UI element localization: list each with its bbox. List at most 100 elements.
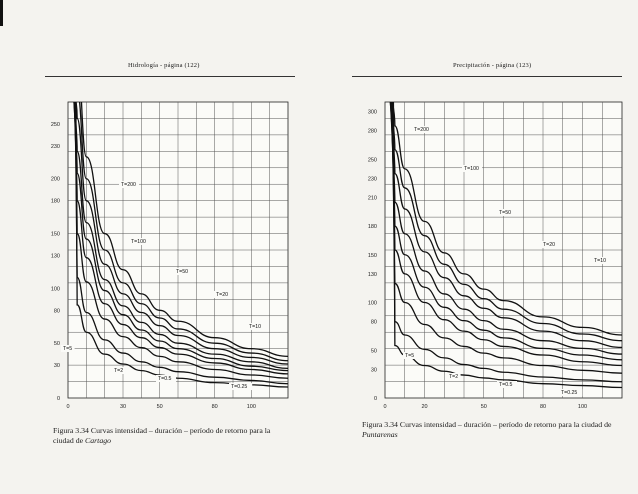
series-label: T=10 <box>249 324 261 330</box>
series-label-bg <box>214 291 231 298</box>
series-label: T=0.5 <box>499 382 513 388</box>
series-label-bg <box>412 126 432 133</box>
series-line-t-200 <box>391 102 622 336</box>
x-tick-label: 50 <box>157 404 163 410</box>
left-header-rule <box>45 76 295 77</box>
y-tick-label: 100 <box>368 301 377 307</box>
series-label-bg <box>497 381 517 388</box>
series-label-bg <box>447 373 461 380</box>
series-label-bg <box>403 352 417 359</box>
y-tick-label: 180 <box>51 199 60 205</box>
series-line-t-10 <box>390 102 622 361</box>
y-tick-label: 300 <box>368 110 377 116</box>
series-label-bg <box>497 209 514 216</box>
x-tick-label: 20 <box>421 404 427 410</box>
y-tick-label: 50 <box>54 341 60 347</box>
series-label-bg <box>247 323 264 330</box>
x-tick-label: 50 <box>481 404 487 410</box>
series-label-bg <box>559 389 583 396</box>
series-label-bg <box>156 375 176 382</box>
series-label-bg <box>112 367 126 374</box>
series-label-bg <box>592 257 609 264</box>
series-label: T=200 <box>414 127 429 133</box>
x-tick-label: 0 <box>66 404 69 410</box>
series-label: T=100 <box>131 239 146 245</box>
x-tick-label: 80 <box>212 404 218 410</box>
y-tick-label: 250 <box>51 122 60 128</box>
right-caption-text: Figura 3.34 Curvas intensidad – duración… <box>362 420 612 429</box>
series-line-t-5 <box>73 102 288 375</box>
series-label: T=0.25 <box>561 390 577 396</box>
x-tick-label: 30 <box>120 404 126 410</box>
y-tick-label: 130 <box>368 272 377 278</box>
right-page-header: Precipitación - página (123) <box>453 62 532 69</box>
series-line-t-5 <box>390 102 622 367</box>
series-label: T=0.5 <box>158 376 172 382</box>
x-tick-label: 100 <box>247 404 256 410</box>
y-tick-label: 180 <box>368 224 377 230</box>
y-tick-label: 30 <box>371 367 377 373</box>
y-tick-label: 50 <box>371 348 377 354</box>
left-figure-caption: Figura 3.34 Curvas intensidad – duración… <box>53 426 293 445</box>
series-label: T=20 <box>543 242 555 248</box>
series-line-t-100 <box>78 102 288 362</box>
y-tick-label: 200 <box>51 177 60 183</box>
y-tick-label: 100 <box>51 286 60 292</box>
series-label-bg <box>174 268 191 275</box>
series-label: T=2 <box>449 374 458 380</box>
puntarenas-idf-chart: 0 30 50 80 100 130 150 180 210 230 250 280 300 0 20 50 8… <box>368 101 623 410</box>
series-label: T=0.25 <box>231 384 247 390</box>
series-label: T=100 <box>464 166 479 172</box>
y-tick-label: 130 <box>51 253 60 259</box>
y-tick-label: 210 <box>368 195 377 201</box>
series-line-t-100 <box>389 102 622 342</box>
right-header-rule <box>352 76 622 77</box>
y-tick-label: 80 <box>54 308 60 314</box>
y-tick-label: 150 <box>368 253 377 259</box>
cartago-idf-chart: 0 30 50 80 100 130 150 180 200 230 250 0 30 50 80 100 T=… <box>51 101 289 410</box>
series-label: T=20 <box>216 292 228 298</box>
left-page-header: Hidrología - página (122) <box>128 62 200 69</box>
left-caption-city: Cartago <box>85 435 112 445</box>
series-line-t-2 <box>74 102 288 379</box>
y-tick-label: 0 <box>374 396 377 402</box>
series-line-t-0-5 <box>74 102 288 385</box>
series-label: T=5 <box>63 346 72 352</box>
series-line-t-20 <box>73 102 288 370</box>
y-tick-label: 0 <box>57 396 60 402</box>
series-label: T=50 <box>499 210 511 216</box>
right-figure-caption: Figura 3.34 Curvas intensidad – duración… <box>362 420 624 439</box>
series-label-bg <box>119 181 139 188</box>
series-label: T=10 <box>594 258 606 264</box>
x-tick-label: 80 <box>540 404 546 410</box>
series-group <box>389 102 622 389</box>
series-line-t-10 <box>73 102 288 372</box>
series-line-t-0-25 <box>75 102 288 388</box>
series-line-t-20 <box>389 102 622 355</box>
scan-edge-mark <box>0 0 3 26</box>
y-tick-label: 230 <box>368 176 377 182</box>
y-tick-label: 150 <box>51 232 60 238</box>
x-tick-label: 100 <box>578 404 587 410</box>
x-tick-label: 0 <box>383 404 386 410</box>
series-label-bg <box>462 165 482 172</box>
series-label-bg <box>541 241 558 248</box>
series-label: T=5 <box>405 353 414 359</box>
series-label-bg <box>61 345 75 352</box>
series-label-bg <box>229 383 253 390</box>
right-caption-city: Puntarenas <box>362 429 398 439</box>
series-label: T=200 <box>121 182 136 188</box>
series-line-t-50 <box>75 102 288 365</box>
left-caption-text: Figura 3.34 Curvas intensidad – duración… <box>53 426 271 445</box>
series-group <box>73 102 288 388</box>
series-line-t-200 <box>80 102 288 357</box>
y-tick-label: 280 <box>368 129 377 135</box>
series-line-t-50 <box>389 102 622 349</box>
y-tick-label: 30 <box>54 363 60 369</box>
y-tick-label: 250 <box>368 157 377 163</box>
y-tick-label: 80 <box>371 320 377 326</box>
series-label-bg <box>129 238 149 245</box>
y-tick-label: 230 <box>51 144 60 150</box>
